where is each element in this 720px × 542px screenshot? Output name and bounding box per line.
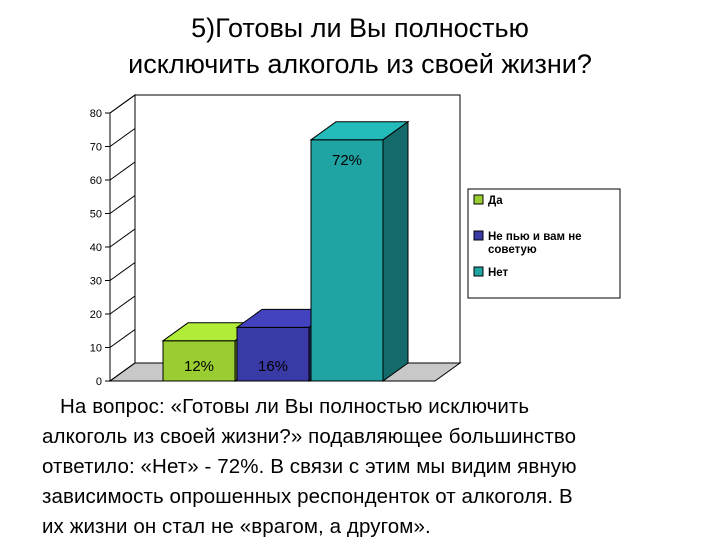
y-gridline-side: [109, 161, 136, 181]
bar-3: [309, 120, 410, 382]
bar-front: [310, 139, 384, 382]
y-gridline-side: [109, 362, 136, 382]
legend-box: [467, 188, 621, 299]
data-labels: 12% 16% 72%: [184, 152, 362, 375]
legend-label: Не пью и вам не: [488, 231, 582, 243]
paragraph-line-2: алкоголь из своей жизни?» подавляющее бо…: [42, 425, 577, 448]
y-tick-label: 70: [90, 142, 102, 154]
data-label-1: 12%: [184, 358, 214, 375]
y-tick-label: 50: [90, 209, 102, 221]
y-tick-label: 20: [90, 309, 102, 321]
y-tick-label: 10: [90, 343, 102, 355]
y-tick-label: 0: [96, 376, 102, 388]
data-label-2: 16%: [258, 358, 288, 375]
legend-entry-1: Да: [473, 194, 503, 207]
y-tick-label: 60: [90, 175, 102, 187]
y-gridline-side: [109, 94, 136, 114]
bar-front: [162, 340, 236, 382]
title-line-2: исключить алкоголь из своей жизни?: [128, 49, 592, 79]
legend-label: Нет: [488, 267, 509, 279]
legend-swatch: [473, 194, 484, 205]
bar-side-face: [382, 120, 409, 382]
legend-entry-3: Нет: [473, 266, 509, 279]
y-tick-label: 80: [90, 108, 102, 120]
y-gridline-side: [109, 128, 136, 147]
y-gridline-side: [109, 262, 136, 281]
y-gridline-side: [109, 329, 136, 348]
y-gridline-side: [109, 295, 136, 315]
paragraph-line-5: их жизни он стал не «врагом, а другом».: [42, 515, 431, 538]
legend-swatch: [473, 266, 484, 277]
bar-front: [236, 326, 310, 382]
title-line-1: 5)Готовы ли Вы полностью: [191, 13, 529, 43]
slide-title: 5)Готовы ли Вы полностью исключить алког…: [0, 10, 720, 82]
paragraph-line-3: ответило: «Нет» - 72%. В связи с этим мы…: [42, 455, 577, 478]
y-gridline-side: [109, 228, 136, 248]
y-tick-label: 40: [90, 242, 102, 254]
y-gridline-side: [109, 195, 136, 214]
paragraph-line-4: зависимость опрошенных респонденток от а…: [42, 485, 573, 508]
bars: [161, 120, 410, 382]
legend-label: советую: [488, 244, 537, 256]
paragraph-line-1: На вопрос: «Готовы ли Вы полностью исклю…: [60, 395, 530, 418]
summary-paragraph: На вопрос: «Готовы ли Вы полностью исклю…: [42, 392, 682, 542]
legend-label: Да: [488, 195, 503, 207]
y-axis-ticks: 0 10 20 30 40 50 60 70 80: [90, 94, 136, 388]
legend-swatch: [473, 230, 484, 241]
y-tick-label: 30: [90, 276, 102, 288]
data-label-3: 72%: [332, 152, 362, 169]
